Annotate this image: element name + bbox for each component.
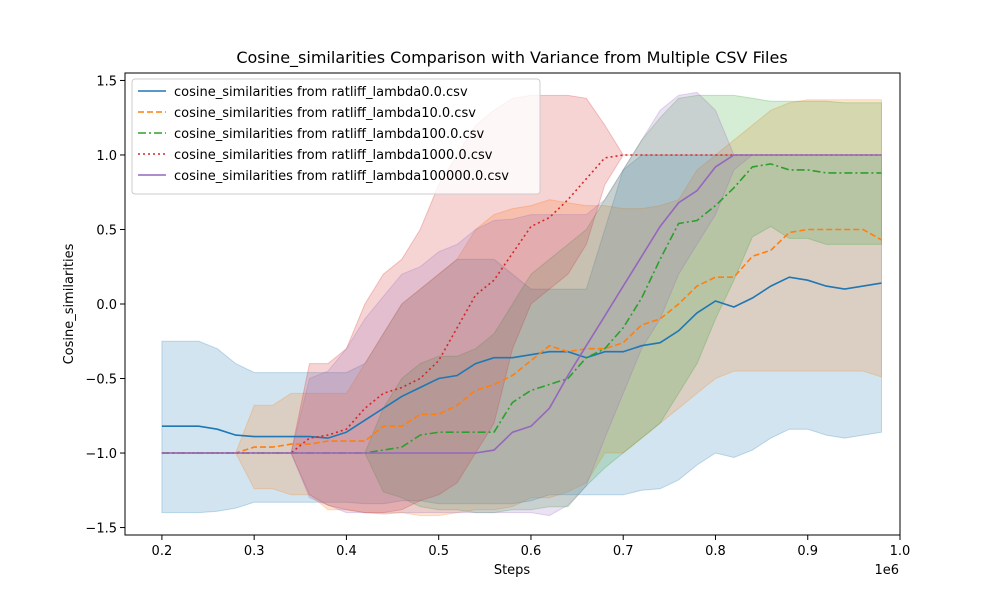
x-tick-label: 0.8 [705,544,726,559]
legend: cosine_similarities from ratliff_lambda0… [131,78,541,195]
x-tick-label: 0.4 [336,544,357,559]
x-tick-label: 0.6 [521,544,542,559]
x-tick-label: 1.0 [890,544,911,559]
x-tick-label: 0.2 [152,544,173,559]
x-tick-label: 0.9 [797,544,818,559]
y-tick-label: 1.0 [96,149,117,164]
variance-bands [161,91,882,517]
x-tick-label: 0.3 [244,544,265,559]
axes: 0.2 0.3 0.4 0.5 0.6 0.7 0.8 0.9 1.0 −1.5 −1.0 −0.5 0… [85,72,911,559]
y-tick-label: 0.0 [96,298,117,313]
y-tick-label: −0.5 [85,373,117,388]
legend-label-2: cosine_similarities from ratliff_lambda1… [174,127,484,142]
legend-label-0: cosine_similarities from ratliff_lambda0… [174,85,468,100]
series-line-1 [161,228,882,454]
chart-title: Cosine_similarities Comparison with Vari… [236,48,787,68]
x-tick-label: 0.7 [613,544,634,559]
y-tick-label: −1.5 [85,522,117,537]
variance-band-4 [161,91,882,517]
variance-band-3 [161,94,882,514]
x-tick-label: 0.5 [428,544,449,559]
legend-label-1: cosine_similarities from ratliff_lambda1… [174,106,476,121]
variance-band-0 [161,154,882,514]
legend-label-3: cosine_similarities from ratliff_lambda1… [174,148,493,163]
series-line-4 [161,154,882,454]
y-axis-label: Cosine_similarities [62,243,77,364]
variance-band-1 [161,99,882,517]
y-tick-label: 0.5 [96,223,117,238]
x-axis-offset-label: 1e6 [874,563,899,578]
legend-box [131,78,541,195]
legend-label-4: cosine_similarities from ratliff_lambda1… [174,169,509,184]
series-lines [161,154,882,454]
y-tick-label: −1.0 [85,447,117,462]
series-line-0 [161,276,882,439]
x-axis-label: Steps [494,563,531,578]
y-tick-label: 1.5 [96,74,117,89]
